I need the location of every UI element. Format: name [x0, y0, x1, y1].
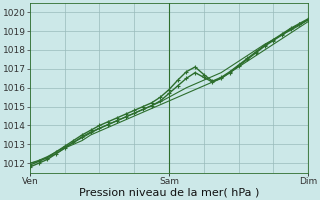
- X-axis label: Pression niveau de la mer( hPa ): Pression niveau de la mer( hPa ): [79, 187, 259, 197]
